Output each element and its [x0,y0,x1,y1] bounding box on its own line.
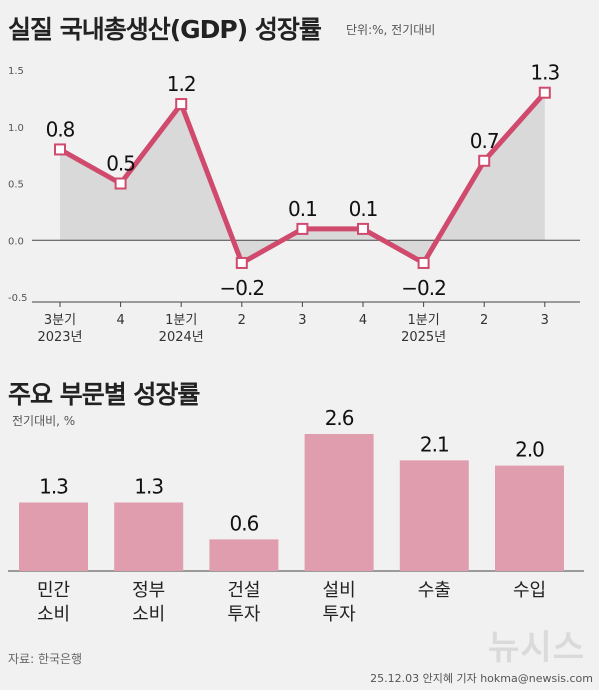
y-tick-label: 1.0 [8,123,24,134]
x-tick-label: 2025년 [401,330,446,345]
bar-category-label: 설비 [323,580,356,601]
bar-value-label: 2.0 [515,438,544,462]
bar [304,434,374,571]
x-tick-label: 3 [298,313,306,328]
bar-value-label: 0.6 [229,511,258,535]
bar [209,539,279,571]
data-label: 0.7 [470,129,499,153]
data-label: 0.1 [349,197,378,221]
bar-category-label: 수출 [418,580,451,601]
bar [399,460,469,571]
data-label: −0.2 [401,276,446,300]
bar-category-label: 소비 [37,604,70,625]
data-marker [417,256,430,269]
bar-category-label: 민간 [37,580,70,601]
bar [495,465,564,571]
bar-value-label: 1.3 [134,475,163,499]
data-marker [357,222,369,235]
data-marker [114,177,127,190]
bar-value-label: 2.1 [420,432,449,456]
bar [114,502,184,571]
chart-title: 실질 국내총생산(GDP) 성장률 [8,15,322,44]
bar-chart-unit: 전기대비, % [12,414,76,428]
data-marker [296,222,309,235]
gdp-line-chart: 1.5 1.0 0.5 0.0 -0.5 0.8 0.5 1.2 −0.2 0.1 0.1 −0.2 0… [8,61,580,345]
data-marker [175,98,188,111]
y-tick-label: -0.5 [8,293,28,304]
bar-category-label: 투자 [323,604,357,625]
x-tick-label: 4 [359,313,367,328]
area-fill [60,92,545,263]
newsis-logo: 뉴시스 [488,628,585,668]
x-tick-label: 1분기 [165,313,197,328]
x-tick-label: 2 [480,313,488,328]
data-marker [538,86,551,99]
data-label: −0.2 [220,276,265,300]
data-marker [478,154,491,167]
x-tick-label: 1분기 [407,313,439,328]
bar-category-label: 투자 [227,604,261,625]
x-tick-label: 2024년 [159,330,204,345]
data-label: 0.8 [46,117,75,141]
source-text: 자료: 한국은행 [8,652,83,666]
y-tick-label: 0.5 [8,180,24,191]
x-tick-label: 4 [116,313,124,328]
data-label: 0.1 [288,197,317,221]
x-tick-label: 2 [238,313,246,328]
data-label: 1.2 [167,72,196,96]
data-marker [235,256,248,269]
credit-text: 25.12.03 안지혜 기자 hokma@newsis.com [370,672,593,685]
bar-category-label: 소비 [132,604,165,625]
data-label: 0.5 [106,152,135,176]
x-tick-label: 2023년 [37,330,82,345]
data-marker [54,143,66,156]
bar-value-label: 1.3 [39,475,68,499]
y-tick-label: 0.0 [8,236,24,247]
bar [19,502,88,571]
bar-value-label: 2.6 [325,406,354,430]
x-tick-label: 3분기 [44,313,76,328]
y-tick-label: 1.5 [8,66,24,77]
bar-category-label: 정부 [132,580,165,601]
chart-unit: 단위:%, 전기대비 [346,23,436,37]
bar-category-label: 수입 [513,580,546,601]
bar-category-label: 건설 [227,580,260,601]
x-tick-label: 3 [541,313,549,328]
data-label: 1.3 [530,61,559,85]
bar-chart-title: 주요 부문별 성장률 [8,380,200,409]
